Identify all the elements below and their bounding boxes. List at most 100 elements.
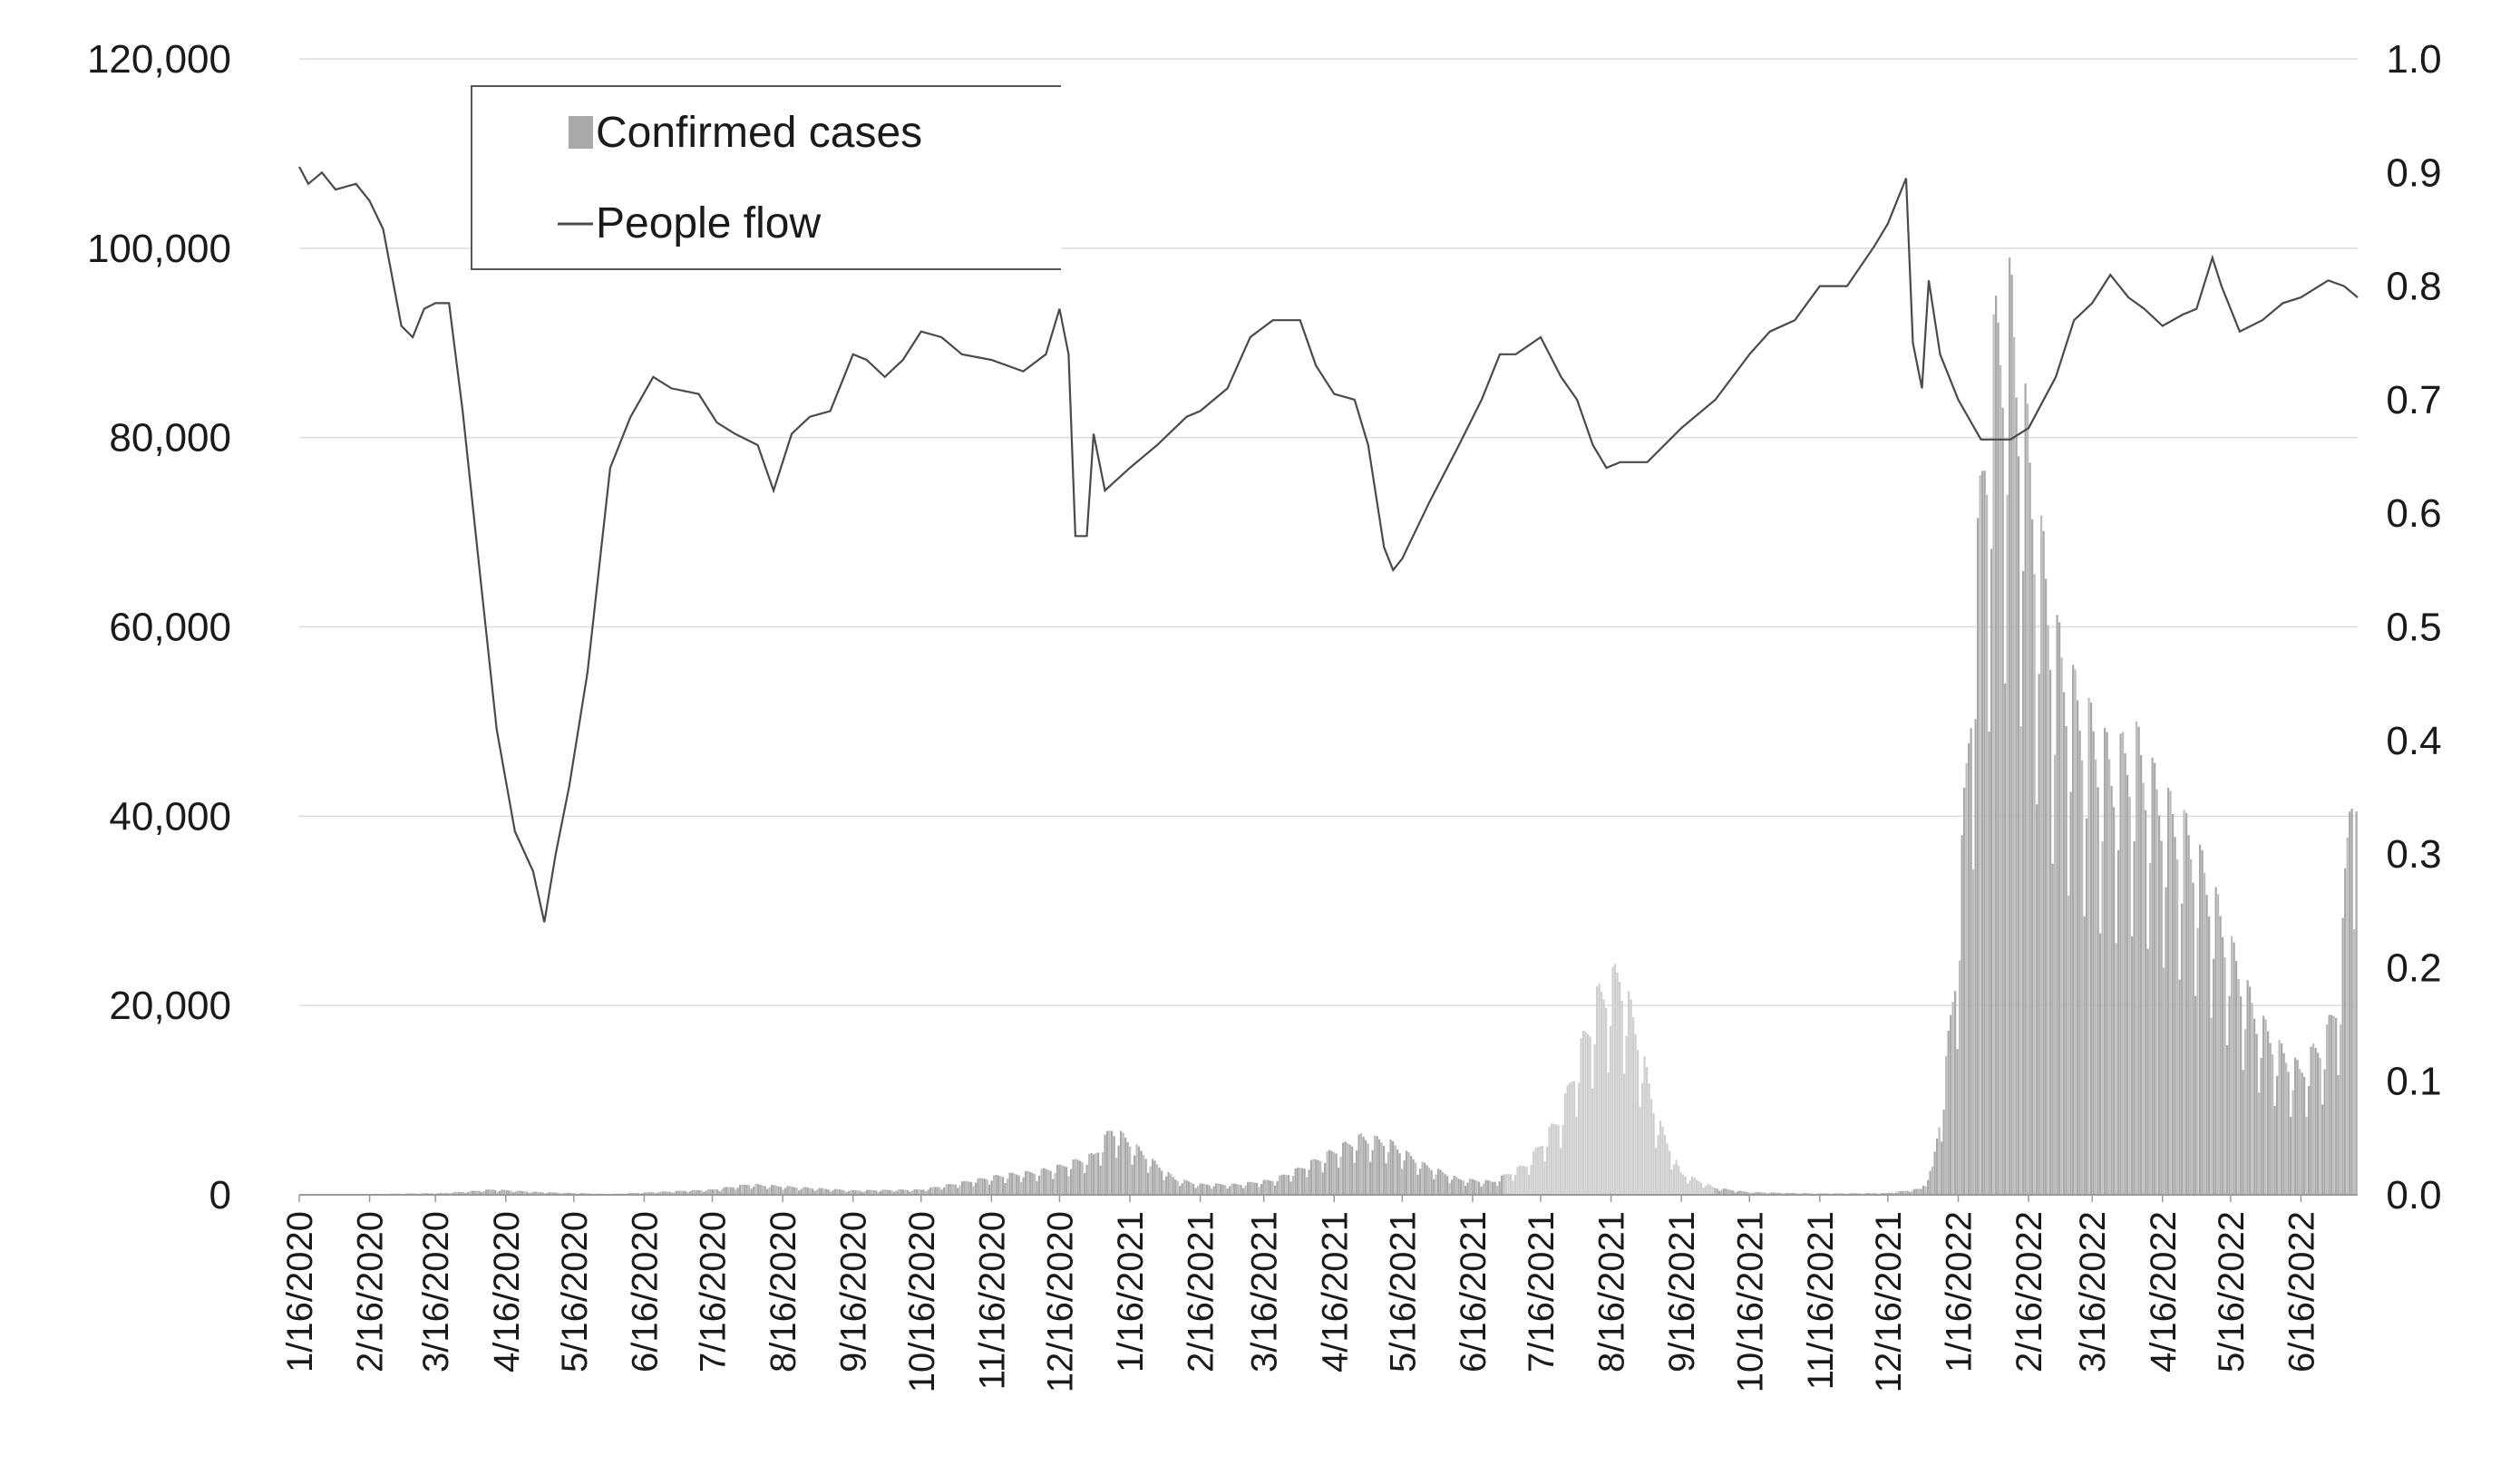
confirmed-cases-bar	[1004, 1183, 1007, 1195]
confirmed-cases-bar	[510, 1190, 512, 1195]
confirmed-cases-bar	[1446, 1176, 1449, 1195]
x-tick-label: 5/16/2021	[1383, 1211, 1423, 1372]
confirmed-cases-bar	[1342, 1142, 1345, 1195]
confirmed-cases-bar	[1598, 984, 1601, 1195]
confirmed-cases-bar	[514, 1191, 517, 1195]
confirmed-cases-bar	[2077, 700, 2079, 1195]
confirmed-cases-bar	[1167, 1171, 1170, 1195]
confirmed-cases-bar	[2299, 1069, 2301, 1195]
confirmed-cases-bar	[517, 1190, 520, 1195]
confirmed-cases-bar	[564, 1192, 567, 1195]
confirmed-cases-bar	[1466, 1182, 1469, 1195]
confirmed-cases-bar	[999, 1176, 1002, 1195]
confirmed-cases-bar	[1038, 1175, 1041, 1195]
confirmed-cases-bar	[2015, 397, 2018, 1195]
confirmed-cases-bar	[476, 1190, 479, 1195]
confirmed-cases-bar	[2287, 1072, 2290, 1195]
confirmed-cases-bar	[2314, 1047, 2317, 1195]
confirmed-cases-bar	[795, 1188, 798, 1195]
confirmed-cases-bar	[2323, 1069, 2326, 1195]
confirmed-cases-bar	[1283, 1174, 1286, 1195]
confirmed-cases-bar	[1528, 1174, 1531, 1195]
x-tick-label: 6/16/2020	[625, 1211, 665, 1372]
confirmed-cases-bar	[1773, 1192, 1776, 1195]
confirmed-cases-bar	[784, 1188, 787, 1195]
confirmed-cases-bar	[1072, 1159, 1075, 1195]
confirmed-cases-bar	[526, 1191, 529, 1195]
confirmed-cases-bar	[2104, 727, 2106, 1195]
confirmed-cases-bar	[1161, 1170, 1163, 1195]
confirmed-cases-bar	[1571, 1081, 1573, 1195]
confirmed-cases-bar	[975, 1182, 978, 1195]
confirmed-cases-bar	[1693, 1177, 1696, 1195]
confirmed-cases-bar	[1052, 1178, 1055, 1195]
confirmed-cases-bar	[1981, 470, 1984, 1195]
confirmed-cases-bar	[2099, 933, 2102, 1195]
confirmed-cases-bar	[2192, 882, 2194, 1195]
x-tick-label: 2/16/2020	[351, 1211, 391, 1372]
confirmed-cases-bar	[1011, 1172, 1014, 1195]
confirmed-cases-bar	[2045, 578, 2048, 1195]
confirmed-cases-bar	[1262, 1179, 1265, 1195]
confirmed-cases-bar	[813, 1190, 816, 1195]
confirmed-cases-bar	[1348, 1144, 1351, 1195]
confirmed-cases-bar	[1115, 1158, 1118, 1195]
confirmed-cases-bar	[1031, 1172, 1034, 1195]
confirmed-cases-bar	[2063, 692, 2066, 1195]
confirmed-cases-bar	[2036, 804, 2038, 1195]
confirmed-cases-bar	[2051, 863, 2054, 1195]
confirmed-cases-bar	[2090, 703, 2093, 1195]
confirmed-cases-bar	[1747, 1192, 1750, 1195]
confirmed-cases-bar	[1601, 991, 1603, 1195]
confirmed-cases-bar	[2290, 1116, 2292, 1195]
confirmed-cases-bar	[780, 1187, 783, 1195]
confirmed-cases-bars	[301, 257, 2358, 1196]
confirmed-cases-bar	[1034, 1173, 1036, 1195]
confirmed-cases-bar	[721, 1189, 724, 1195]
confirmed-cases-bar	[1727, 1189, 1730, 1195]
confirmed-cases-bar	[852, 1189, 855, 1195]
confirmed-cases-bar	[499, 1190, 501, 1195]
confirmed-cases-bar	[958, 1185, 961, 1195]
confirmed-cases-bar	[1084, 1173, 1086, 1195]
confirmed-cases-bar	[1687, 1183, 1689, 1195]
confirmed-cases-bar	[709, 1188, 712, 1195]
confirmed-cases-bar	[2332, 1015, 2335, 1195]
confirmed-cases-bar	[487, 1189, 490, 1195]
confirmed-cases-bar	[2126, 774, 2129, 1195]
confirmed-cases-bar	[1276, 1180, 1279, 1195]
confirmed-cases-bar	[1557, 1125, 1560, 1195]
confirmed-cases-bar	[1202, 1183, 1204, 1195]
confirmed-cases-bar	[2029, 462, 2031, 1195]
confirmed-cases-bar	[2264, 1019, 2267, 1195]
confirmed-cases-bar	[1891, 1192, 1893, 1195]
confirmed-cases-bar	[1306, 1177, 1309, 1195]
confirmed-cases-bar	[827, 1189, 830, 1195]
confirmed-cases-bar	[2151, 757, 2154, 1195]
confirmed-cases-bar	[744, 1184, 746, 1195]
confirmed-cases-bar	[2128, 797, 2131, 1195]
confirmed-cases-bar	[1759, 1192, 1762, 1195]
confirmed-cases-bar	[2208, 916, 2211, 1195]
confirmed-cases-bar	[2196, 927, 2199, 1195]
confirmed-cases-bar	[2214, 887, 2217, 1195]
confirmed-cases-bar	[1126, 1141, 1129, 1195]
confirmed-cases-bar	[2291, 1090, 2294, 1195]
confirmed-cases-bar	[1380, 1142, 1383, 1195]
confirmed-cases-bar	[1088, 1153, 1091, 1195]
confirmed-cases-bar	[2158, 815, 2161, 1195]
confirmed-cases-bar	[696, 1189, 698, 1195]
confirmed-cases-bar	[1412, 1159, 1415, 1195]
confirmed-cases-bar	[1902, 1190, 1904, 1195]
confirmed-cases-bar	[1369, 1161, 1372, 1195]
confirmed-cases-bar	[1398, 1153, 1401, 1195]
confirmed-cases-bar	[1279, 1175, 1281, 1195]
confirmed-cases-bar	[850, 1189, 852, 1195]
confirmed-cases-bar	[2018, 456, 2020, 1195]
confirmed-cases-bar	[2110, 785, 2113, 1195]
confirmed-cases-bar	[2095, 759, 2097, 1195]
confirmed-cases-bar	[1480, 1186, 1483, 1195]
confirmed-cases-bar	[2087, 697, 2090, 1195]
confirmed-cases-bar	[555, 1192, 558, 1195]
confirmed-cases-bar	[1616, 972, 1619, 1195]
